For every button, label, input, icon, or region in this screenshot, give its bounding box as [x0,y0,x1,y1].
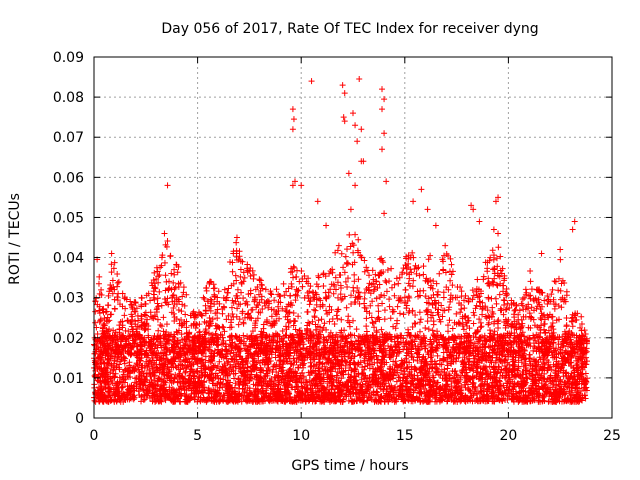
data-point [311,306,318,313]
data-point [117,318,124,325]
data-point [457,309,464,316]
data-point [180,365,187,372]
data-point [340,264,347,271]
data-point [289,268,296,275]
data-point [557,287,564,294]
data-point [177,366,184,373]
data-point [476,316,483,323]
data-point [502,306,509,313]
data-point [335,242,342,249]
data-point [233,239,240,246]
data-point [244,335,251,342]
data-point [433,280,440,287]
data-point [373,295,380,302]
data-point [529,372,536,379]
data-point [377,364,384,371]
data-point [368,314,375,321]
data-point [427,354,434,361]
data-point [214,315,221,322]
data-point [417,316,424,323]
data-point [376,294,383,301]
data-point [442,242,449,249]
data-point [509,354,516,361]
data-point [341,269,348,276]
data-point [519,329,526,336]
data-point [236,316,243,323]
data-point [350,317,357,324]
data-point [557,256,564,263]
data-point [425,256,432,263]
data-point [381,292,388,299]
data-point [449,282,456,289]
data-point [287,365,294,372]
data-point [383,288,390,295]
data-point [326,270,333,277]
data-point [290,274,297,281]
data-point [234,286,241,293]
data-point [449,325,456,332]
data-point [315,317,322,324]
data-point [300,344,307,351]
data-point [240,319,247,326]
data-point [92,308,99,315]
data-point [179,373,186,380]
data-point [345,371,352,378]
data-point [429,364,436,371]
data-point [334,279,341,286]
data-point [410,277,417,284]
data-point [355,333,362,340]
data-point [530,316,537,323]
data-point [422,325,429,332]
data-point [271,297,278,304]
chart-title: Day 056 of 2017, Rate Of TEC Index for r… [161,21,538,37]
data-point [179,293,186,300]
data-point [162,272,169,279]
data-point [338,316,345,323]
data-point [409,249,416,256]
data-point [279,305,286,312]
data-point [489,247,496,254]
data-point [436,384,443,391]
data-point [470,292,477,299]
data-point [344,246,350,253]
data-point [362,363,369,370]
data-point [138,398,145,405]
data-point [375,308,382,315]
data-point [444,365,451,372]
data-point [160,314,167,321]
data-point [460,326,467,333]
data-point [156,288,163,295]
data-point [577,324,584,331]
data-point [273,286,280,293]
data-point [134,343,141,350]
data-point [375,302,382,309]
data-point [338,375,345,382]
data-point [496,291,503,298]
data-point [429,327,436,334]
data-point [401,294,408,301]
data-point [215,288,222,295]
data-point [98,286,105,293]
data-point [411,320,418,327]
data-point [345,260,352,267]
data-point [371,283,378,290]
data-point [334,368,341,375]
data-point [470,320,477,327]
data-point [388,265,395,272]
data-point [391,292,398,299]
data-point [126,359,133,366]
data-point [371,324,378,331]
data-points [91,76,591,405]
